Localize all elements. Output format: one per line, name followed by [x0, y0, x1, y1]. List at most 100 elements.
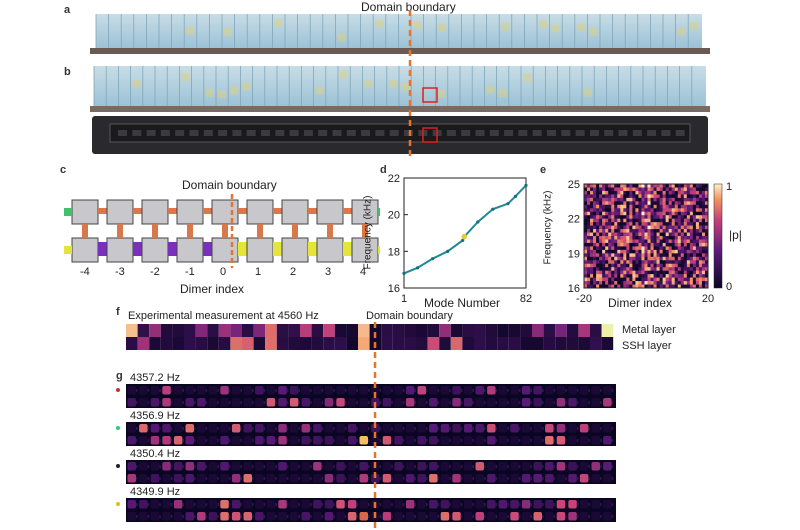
heatmap-cell — [632, 242, 636, 247]
heatmap-cell — [665, 249, 669, 254]
heatmap-cell — [635, 236, 639, 240]
heatmap-cell — [620, 239, 624, 244]
g-cell — [556, 386, 566, 395]
g-cell — [394, 462, 403, 471]
g-link — [437, 465, 440, 468]
heatmap-cell — [662, 281, 666, 285]
g-cell — [405, 474, 415, 483]
heatmap-cell — [665, 222, 669, 226]
g-link — [391, 465, 393, 468]
g-cell — [197, 500, 206, 509]
g-cell — [197, 424, 206, 433]
dimer-index-label: 0 — [220, 266, 227, 278]
g-cell — [556, 462, 566, 471]
g-cell — [173, 436, 183, 445]
g-link — [426, 503, 428, 506]
heatmap-cell — [632, 225, 636, 230]
g-link — [136, 401, 138, 404]
g-link — [495, 503, 498, 506]
f-cell — [334, 324, 347, 337]
g-cell — [521, 462, 531, 471]
heatmap-cell — [677, 256, 682, 261]
g-link — [170, 439, 173, 442]
heatmap-cell — [629, 277, 633, 282]
g-link — [518, 515, 521, 518]
g-cell — [162, 386, 171, 395]
heatmap-cell — [662, 222, 666, 226]
g-link — [600, 465, 602, 468]
heatmap-cell — [641, 263, 645, 268]
heatmap-cell — [593, 208, 597, 213]
heatmap-cell — [686, 284, 691, 289]
heatmap-cell — [635, 256, 639, 261]
heatmap-cell — [623, 260, 627, 265]
heatmap-cell — [641, 253, 645, 258]
g-cell — [417, 462, 426, 471]
heatmap-cell — [599, 187, 603, 192]
g-cell — [150, 462, 160, 471]
heatmap-cell — [680, 249, 685, 254]
heatmap-cell — [617, 274, 621, 278]
f-cell — [590, 337, 602, 350]
heatmap-cell — [635, 277, 639, 282]
heatmap-cell — [656, 194, 660, 199]
heatmap-cell — [617, 260, 621, 265]
heatmap-cell — [692, 277, 697, 282]
heatmap-cell — [683, 277, 688, 282]
g-cell — [568, 512, 577, 521]
heatmap-cell — [680, 197, 685, 202]
g-cell — [533, 462, 542, 471]
base-slot — [375, 130, 385, 136]
heatmap-cell — [653, 218, 657, 223]
f-cell — [369, 324, 382, 337]
heatmap-cell — [605, 239, 609, 244]
f-cell — [184, 324, 196, 337]
g-cell — [603, 386, 612, 395]
g-cell — [556, 500, 566, 509]
heatmap-cell — [602, 225, 606, 230]
g-link — [159, 439, 161, 442]
g-link — [565, 401, 567, 404]
heatmap-cell — [590, 194, 594, 199]
g-cell — [521, 424, 531, 433]
f-cell — [416, 337, 428, 350]
g-cell — [463, 512, 473, 521]
f-cell — [253, 324, 266, 337]
heatmap-cell — [647, 253, 651, 258]
heatmap-cell — [662, 256, 666, 261]
f-cell — [149, 337, 161, 350]
g-cell — [568, 474, 577, 483]
g-cell — [162, 474, 171, 483]
g-link — [414, 439, 416, 442]
base-slot — [389, 130, 399, 136]
heatmap-cell — [692, 274, 697, 278]
g-link — [298, 439, 300, 442]
heatmap-cell — [668, 190, 673, 195]
g-link — [576, 401, 579, 404]
g-mode-label: 4357.2 Hz — [130, 372, 181, 384]
heatmap-cell — [680, 253, 685, 258]
g-cell — [301, 512, 310, 521]
heatmap-cell — [680, 270, 685, 275]
heatmap-cell — [683, 246, 688, 251]
heatmap-cell — [593, 215, 597, 219]
heatmap-cell — [617, 239, 621, 244]
g-link — [530, 515, 532, 518]
bottom-coupler — [308, 242, 317, 256]
g-link — [379, 465, 382, 468]
g-link — [228, 503, 231, 506]
heatmap-cell — [608, 208, 612, 213]
f-cell — [149, 324, 161, 337]
heatmap-cell — [638, 211, 642, 216]
heatmap-cell — [599, 263, 603, 268]
heatmap-cell — [692, 242, 697, 247]
g-link — [263, 465, 266, 468]
heatmap-cell — [644, 218, 648, 223]
g-cell — [579, 500, 589, 509]
heatmap-cell — [629, 263, 633, 268]
g-link — [228, 465, 231, 468]
g-cell — [127, 424, 136, 433]
g-link — [333, 439, 335, 442]
heatmap-cell — [587, 201, 591, 206]
g-cell — [510, 512, 519, 521]
